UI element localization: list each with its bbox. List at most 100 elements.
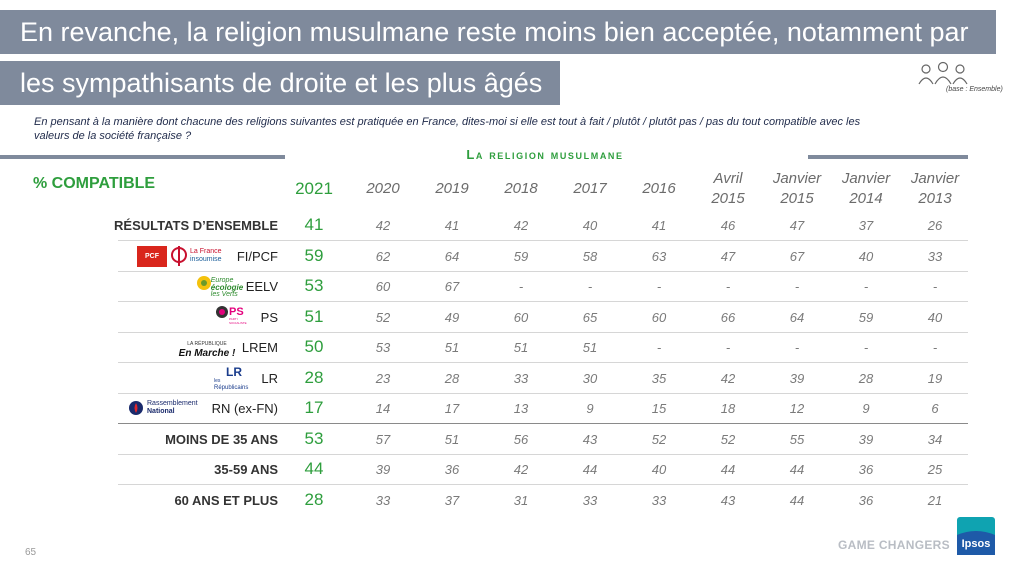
value-2021: 17 [304, 398, 324, 417]
year-header: 2019 [419, 168, 485, 210]
value-cell: 52 [651, 431, 667, 447]
value-cell: 9 [862, 400, 870, 416]
value-cell: 40 [582, 217, 598, 233]
year-header: Janvier 2015 [764, 168, 830, 210]
eelv-logo: Europe écologie les Verts [196, 273, 244, 301]
table-row: 60 ANS ET PLUS 28 33 37 31 33 33 43 44 36 21 [0, 485, 1024, 515]
value-cell: 44 [789, 461, 805, 477]
value-cell: 66 [720, 309, 736, 325]
value-cell: 39 [858, 431, 874, 447]
value-cell: 42 [513, 461, 529, 477]
value-cell: 28 [858, 370, 874, 386]
value-cell: 43 [720, 492, 736, 508]
row-label: RN (ex-FN) [211, 400, 278, 416]
value-cell: 51 [513, 339, 529, 355]
eelv-sunflower-icon [197, 276, 211, 290]
row-label: 60 ANS ET PLUS [174, 492, 278, 508]
ps-logo-text: PS [229, 306, 244, 318]
table-row: PS 51 52 49 60 65 60 66 64 59 40 [0, 302, 1024, 332]
value-cell: 64 [789, 309, 805, 325]
value-cell: 41 [444, 217, 460, 233]
value-cell: 39 [375, 461, 391, 477]
value-cell: 36 [858, 492, 874, 508]
eelv-logo-line2: écologie [210, 282, 244, 292]
value-cell: 15 [651, 400, 667, 416]
value-cell: 59 [513, 248, 529, 264]
value-2021: 28 [304, 368, 324, 387]
table-title-text: La religion musulmane [466, 147, 624, 162]
value-cell: 60 [651, 309, 667, 325]
value-2021: 51 [304, 307, 324, 326]
value-cell: 35 [651, 370, 667, 386]
table-row: LR 28 23 28 33 30 35 42 39 28 19 [0, 363, 1024, 393]
value-cell: 43 [582, 431, 598, 447]
survey-question: En pensant à la manière dont chacune des… [34, 116, 861, 142]
value-cell: 44 [582, 461, 598, 477]
value-cell: 53 [375, 339, 391, 355]
value-cell: 64 [444, 248, 460, 264]
year-header-line: 2021 [295, 179, 333, 198]
row-divider [118, 301, 968, 302]
value-cell: 18 [720, 400, 736, 416]
value-cell: - [725, 278, 731, 294]
value-cell: 40 [651, 461, 667, 477]
value-2021: 28 [304, 490, 324, 509]
year-header-line: 2017 [573, 180, 607, 197]
lfi-logo: La France insoumise [170, 244, 232, 268]
value-cell: 44 [720, 461, 736, 477]
title-text-2: les sympathisants de droite et les plus … [20, 67, 543, 98]
value-2021: 53 [304, 276, 324, 295]
value-cell: - [863, 278, 869, 294]
value-cell: 44 [789, 492, 805, 508]
value-cell: 40 [858, 248, 874, 264]
value-cell: 21 [927, 492, 943, 508]
value-cell: 42 [513, 217, 529, 233]
value-cell: 33 [651, 492, 667, 508]
value-cell: 12 [789, 400, 805, 416]
value-cell: 47 [789, 217, 805, 233]
title-line-2: les sympathisants de droite et les plus … [0, 61, 560, 105]
rn-logo-line1: Rassemblement [147, 400, 198, 407]
row-label: LR [261, 370, 278, 386]
year-header: 2016 [626, 168, 692, 210]
table-row: MOINS DE 35 ANS 53 57 51 56 43 52 52 55 39 34 [0, 424, 1024, 454]
value-cell: 28 [444, 370, 460, 386]
lfi-logo-line1: La France [190, 248, 222, 255]
ipsos-logo: Ipsos [957, 517, 995, 555]
value-cell: 51 [444, 431, 460, 447]
value-cell: 23 [375, 370, 391, 386]
row-divider [118, 332, 968, 333]
year-header: Janvier 2013 [902, 168, 968, 210]
year-header: Avril 2015 [695, 168, 761, 210]
value-cell: 60 [375, 278, 391, 294]
value-cell: - [863, 339, 869, 355]
value-cell: 49 [444, 309, 460, 325]
value-cell: 56 [513, 431, 529, 447]
year-header-line: 2020 [366, 180, 400, 197]
lr-logo: LR les Républicains [214, 366, 254, 392]
ps-rose-icon [216, 306, 228, 318]
value-cell: 47 [720, 248, 736, 264]
value-cell: 55 [789, 431, 805, 447]
value-cell: 36 [858, 461, 874, 477]
row-divider [118, 423, 968, 424]
year-header-line: Janvier [910, 170, 960, 187]
page-number: 65 [25, 547, 37, 558]
row-divider [118, 393, 968, 394]
table-row: RN (ex-FN) 17 14 17 13 9 15 18 12 9 6 [0, 393, 1024, 423]
value-cell: - [518, 278, 524, 294]
value-cell: 33 [375, 492, 391, 508]
year-header: 2020 [350, 168, 416, 210]
table-row: RÉSULTATS D’ENSEMBLE 41 42 41 42 40 41 46 47 37 26 [0, 210, 1024, 240]
eelv-logo-line1: Europe [210, 276, 234, 284]
rn-flame-icon [129, 401, 143, 415]
value-cell: - [794, 278, 800, 294]
pcf-logo-text: PCF [145, 253, 159, 260]
value-cell: 33 [927, 248, 943, 264]
value-cell: - [725, 339, 731, 355]
year-header-line: Avril [713, 170, 743, 187]
lfi-phi-icon [171, 246, 187, 266]
year-header: 2018 [488, 168, 554, 210]
lrem-logo-line1: LA RÉPUBLIQUE [187, 341, 227, 347]
year-header-line: Janvier [841, 170, 891, 187]
